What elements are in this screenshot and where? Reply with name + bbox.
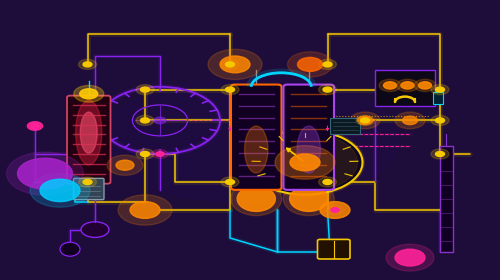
Circle shape bbox=[27, 122, 43, 130]
Circle shape bbox=[360, 118, 370, 123]
Ellipse shape bbox=[283, 182, 334, 216]
Circle shape bbox=[431, 115, 449, 125]
Ellipse shape bbox=[60, 242, 80, 256]
Circle shape bbox=[298, 57, 322, 71]
Circle shape bbox=[226, 87, 234, 92]
Circle shape bbox=[396, 79, 418, 92]
Circle shape bbox=[130, 202, 160, 218]
Circle shape bbox=[136, 149, 154, 159]
Circle shape bbox=[221, 177, 239, 187]
Ellipse shape bbox=[80, 112, 97, 153]
Circle shape bbox=[6, 152, 84, 195]
Circle shape bbox=[30, 174, 90, 207]
Circle shape bbox=[248, 130, 362, 195]
Circle shape bbox=[318, 59, 336, 69]
Circle shape bbox=[156, 152, 164, 156]
Circle shape bbox=[28, 122, 42, 130]
Circle shape bbox=[40, 179, 80, 202]
Circle shape bbox=[395, 249, 425, 266]
Bar bbox=[330, 118, 360, 134]
Bar bbox=[432, 92, 442, 104]
Circle shape bbox=[140, 87, 149, 92]
Circle shape bbox=[350, 112, 380, 129]
Circle shape bbox=[323, 87, 332, 92]
Circle shape bbox=[431, 149, 449, 159]
Circle shape bbox=[31, 124, 39, 128]
Circle shape bbox=[379, 79, 401, 92]
FancyBboxPatch shape bbox=[284, 85, 334, 190]
Ellipse shape bbox=[76, 100, 102, 165]
Circle shape bbox=[275, 146, 335, 179]
Circle shape bbox=[318, 85, 336, 95]
Ellipse shape bbox=[100, 77, 400, 203]
Circle shape bbox=[436, 118, 444, 123]
Circle shape bbox=[252, 133, 358, 192]
FancyBboxPatch shape bbox=[74, 178, 104, 200]
Circle shape bbox=[74, 85, 104, 102]
FancyBboxPatch shape bbox=[231, 85, 281, 190]
Circle shape bbox=[208, 49, 262, 80]
Circle shape bbox=[358, 116, 372, 125]
FancyBboxPatch shape bbox=[318, 239, 350, 259]
Circle shape bbox=[136, 85, 154, 95]
FancyBboxPatch shape bbox=[67, 96, 110, 184]
Circle shape bbox=[226, 179, 234, 185]
Circle shape bbox=[384, 82, 396, 89]
Circle shape bbox=[436, 87, 444, 92]
Circle shape bbox=[320, 202, 350, 218]
Ellipse shape bbox=[244, 126, 268, 173]
Ellipse shape bbox=[237, 186, 276, 211]
Circle shape bbox=[140, 118, 149, 123]
Circle shape bbox=[83, 179, 92, 185]
Circle shape bbox=[220, 56, 250, 73]
Circle shape bbox=[116, 160, 134, 170]
Circle shape bbox=[414, 79, 436, 92]
Circle shape bbox=[318, 177, 336, 187]
Circle shape bbox=[221, 59, 239, 69]
Circle shape bbox=[395, 112, 425, 129]
Circle shape bbox=[327, 206, 343, 214]
Circle shape bbox=[431, 85, 449, 95]
Ellipse shape bbox=[290, 186, 328, 211]
Circle shape bbox=[118, 195, 172, 225]
Ellipse shape bbox=[297, 126, 320, 173]
Circle shape bbox=[290, 154, 320, 171]
Circle shape bbox=[140, 151, 149, 157]
Circle shape bbox=[154, 117, 166, 124]
Circle shape bbox=[288, 52, 333, 77]
Bar bbox=[375, 70, 435, 106]
Circle shape bbox=[152, 150, 168, 158]
Circle shape bbox=[323, 62, 332, 67]
Circle shape bbox=[107, 155, 143, 175]
Circle shape bbox=[356, 115, 374, 125]
Circle shape bbox=[83, 62, 92, 67]
Circle shape bbox=[226, 62, 234, 67]
Circle shape bbox=[78, 177, 96, 187]
Circle shape bbox=[418, 82, 432, 89]
Circle shape bbox=[81, 222, 109, 237]
Circle shape bbox=[331, 208, 339, 212]
Circle shape bbox=[436, 151, 444, 157]
Circle shape bbox=[78, 59, 96, 69]
Circle shape bbox=[18, 158, 72, 189]
Bar bbox=[440, 146, 452, 252]
Circle shape bbox=[402, 116, 417, 125]
Circle shape bbox=[221, 85, 239, 95]
Circle shape bbox=[80, 89, 98, 99]
Circle shape bbox=[323, 179, 332, 185]
Ellipse shape bbox=[231, 182, 282, 216]
Circle shape bbox=[136, 115, 154, 125]
Circle shape bbox=[386, 244, 434, 271]
Circle shape bbox=[401, 82, 414, 89]
